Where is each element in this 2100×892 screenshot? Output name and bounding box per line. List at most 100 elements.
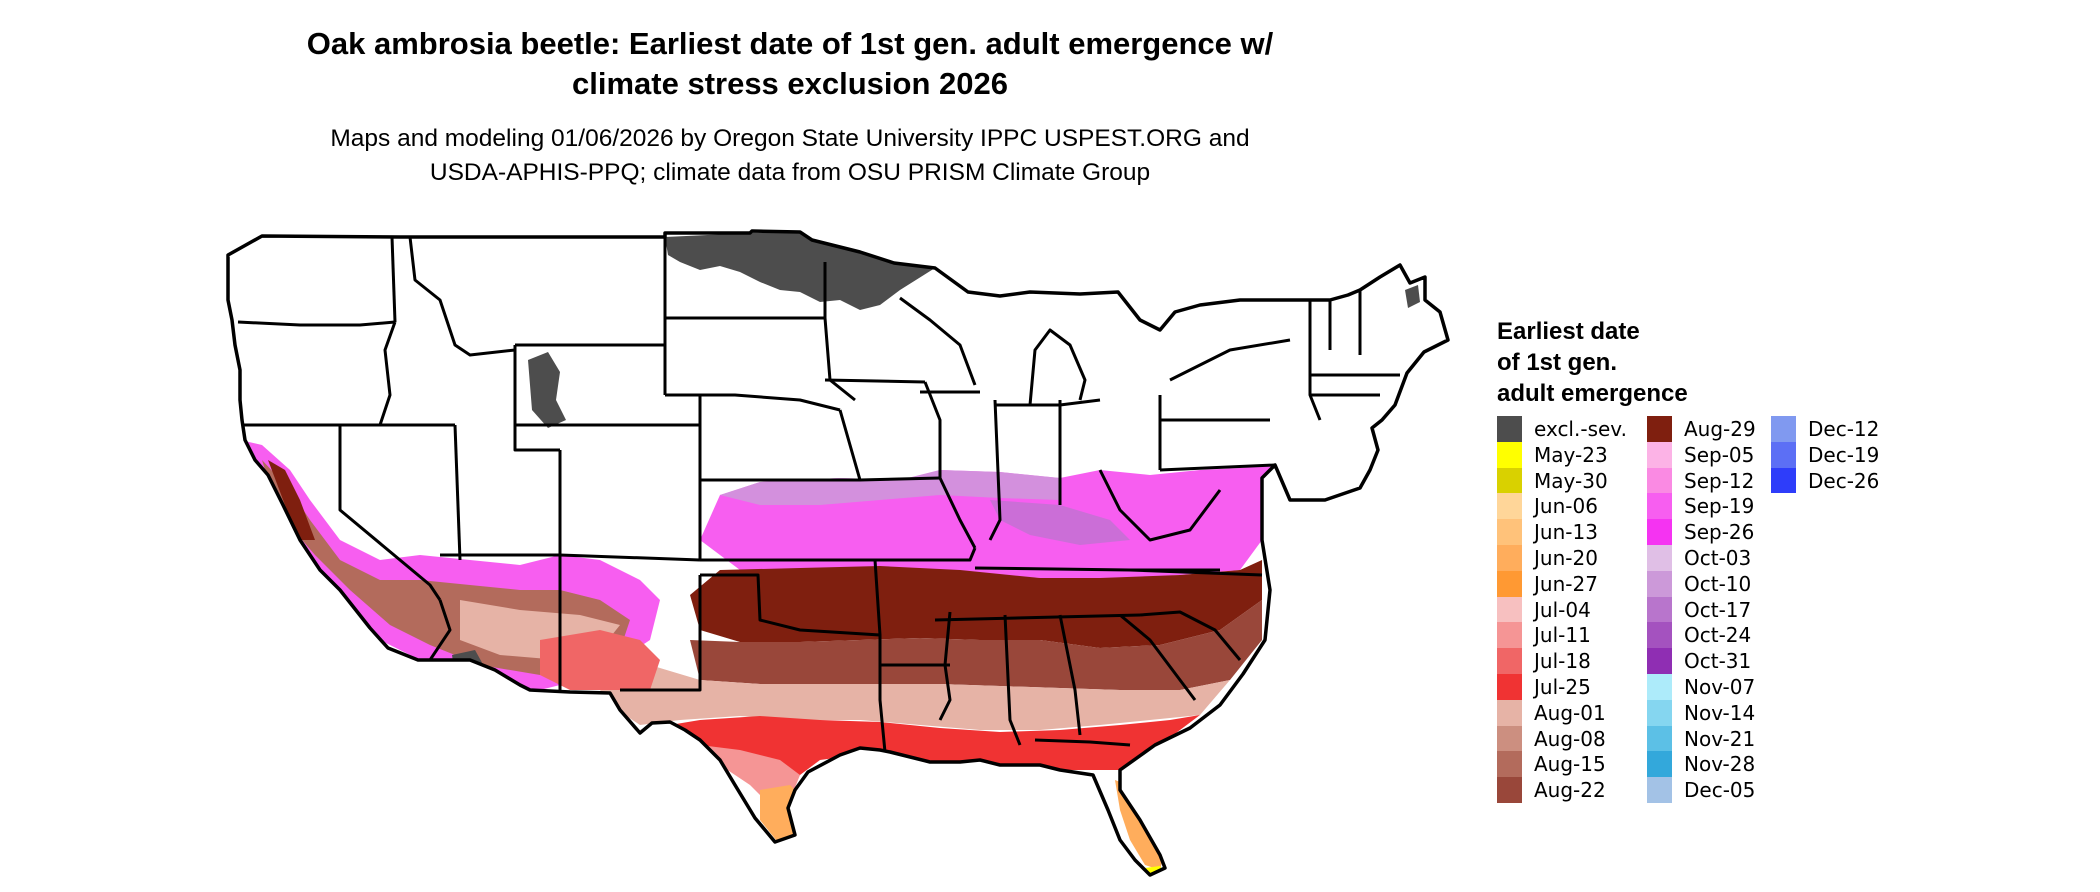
legend-swatch (1771, 441, 1796, 468)
border-il-in (988, 399, 1002, 541)
border-il-river (923, 381, 977, 549)
band-aug-mid (690, 600, 1262, 690)
band-sw-red (540, 630, 660, 690)
border-mi-lp (1028, 328, 1087, 406)
legend-label: Dec-26 (1808, 468, 1880, 493)
legend-swatch (1497, 493, 1522, 520)
legend-label: Oct-24 (1684, 623, 1752, 648)
legend-swatch (1497, 570, 1522, 597)
band-west-dark (268, 460, 315, 540)
border-id-or (378, 321, 397, 426)
legend-label: Aug-01 (1534, 700, 1606, 725)
border-ca-az (428, 599, 452, 661)
legend-label: Sep-19 (1684, 494, 1755, 519)
legend-swatch (1647, 648, 1672, 674)
legend-label: Jul-04 (1534, 597, 1591, 622)
legend-swatch (1647, 467, 1672, 494)
border-ar-ms (938, 611, 952, 721)
legend-swatch (1497, 777, 1522, 803)
legend-label: Aug-29 (1684, 417, 1756, 441)
legend-swatch (1497, 622, 1522, 649)
border-ga-sc (1119, 613, 1197, 701)
border-ny-pa (1169, 338, 1291, 382)
border-la-tx (878, 665, 887, 753)
band-jun-orange-texas (760, 785, 805, 845)
border-tx-nm (620, 575, 702, 692)
border-ca-nv (338, 425, 442, 601)
legend-label: Aug-22 (1534, 778, 1606, 803)
legend-label: May-30 (1534, 468, 1608, 493)
map-title: Oak ambrosia beetle: Earliest date of 1s… (260, 24, 1320, 104)
border-va-nc (1129, 568, 1263, 577)
legend: Earliest date of 1st gen. adult emergenc… (1497, 316, 1879, 803)
border-ms-al (1003, 614, 1022, 746)
us-outline (226, 229, 1450, 877)
subtitle-line-2: USDA-APHIS-PPQ; climate data from OSU PR… (429, 159, 1151, 186)
border-az-ut-nm (440, 553, 562, 690)
legend-swatch (1497, 673, 1522, 700)
border-mn-ia (824, 378, 926, 384)
border-mo-ar (875, 547, 977, 562)
map-subtitle: Maps and modeling 01/06/2026 by Oregon S… (260, 122, 1320, 190)
legend-label: Dec-05 (1684, 778, 1756, 803)
border-wv-va (1098, 469, 1222, 542)
band-aug-pink (600, 665, 1230, 730)
border-mi-in-oh (995, 398, 1101, 407)
legend-label: Dec-19 (1808, 442, 1880, 467)
legend-swatch (1771, 416, 1796, 442)
border-ia-mo (838, 409, 941, 482)
legend-label: Jun-13 (1534, 520, 1598, 545)
legend-swatch (1497, 699, 1522, 726)
title-line-2: climate stress exclusion 2026 (572, 66, 1008, 101)
border-mn-wi (823, 262, 856, 402)
legend-label: Jun-20 (1534, 545, 1598, 570)
border-wi-mi (899, 296, 977, 386)
legend-label: Jun-06 (1534, 494, 1598, 519)
legend-swatch (1497, 596, 1522, 623)
band-oct-lavender (720, 470, 1060, 505)
excl-maine-patch (1405, 285, 1420, 308)
legend-label: Aug-08 (1534, 726, 1606, 751)
legend-label: Oct-03 (1684, 545, 1752, 570)
legend-swatch (1647, 622, 1672, 649)
border-wa-id (390, 236, 397, 323)
legend-swatch (1497, 519, 1522, 545)
legend-swatch (1497, 751, 1522, 778)
legend-label: Aug-15 (1534, 752, 1606, 777)
border-al-ga (1058, 614, 1082, 736)
legend-swatch (1497, 725, 1522, 752)
title-line-1: Oak ambrosia beetle: Earliest date of 1s… (306, 26, 1274, 61)
band-aug-brown (690, 560, 1262, 648)
excl-wyoming-patch (528, 352, 566, 428)
legend-label: Nov-14 (1684, 700, 1756, 725)
legend-title-line-1: Earliest date (1497, 318, 1640, 345)
legend-label: Nov-28 (1684, 752, 1756, 777)
border-nv-ut (453, 424, 462, 561)
border-ga-fl (1034, 738, 1131, 747)
legend-swatch (1647, 570, 1672, 597)
state-borders (226, 229, 1450, 877)
legend-swatch (1647, 751, 1672, 778)
subtitle-line-1: Maps and modeling 01/06/2026 by Oregon S… (330, 125, 1250, 152)
legend-label: Nov-21 (1684, 726, 1756, 751)
border-co-nm (559, 553, 701, 562)
legend-swatch (1647, 596, 1672, 623)
border-tn-ms-al-ga (934, 613, 1141, 622)
band-oct-lavender-east (990, 500, 1130, 545)
legend-label: May-23 (1534, 442, 1608, 467)
legend-swatch (1647, 673, 1672, 700)
legend-swatch (1647, 699, 1672, 726)
legend-label: Nov-07 (1684, 674, 1756, 699)
legend-swatch (1497, 416, 1522, 442)
excl-minnesota (665, 232, 935, 310)
emergence-date-bands (240, 232, 1420, 875)
legend-swatch (1647, 416, 1672, 442)
legend-title-line-3: adult emergence (1497, 380, 1688, 407)
legend-swatch (1497, 544, 1522, 571)
legend-swatch (1497, 467, 1522, 494)
legend-swatch (1771, 467, 1796, 494)
legend-swatch (1497, 441, 1522, 468)
legend-title: Earliest date of 1st gen. adult emergenc… (1497, 316, 1757, 409)
legend-label: Jul-11 (1534, 623, 1591, 648)
